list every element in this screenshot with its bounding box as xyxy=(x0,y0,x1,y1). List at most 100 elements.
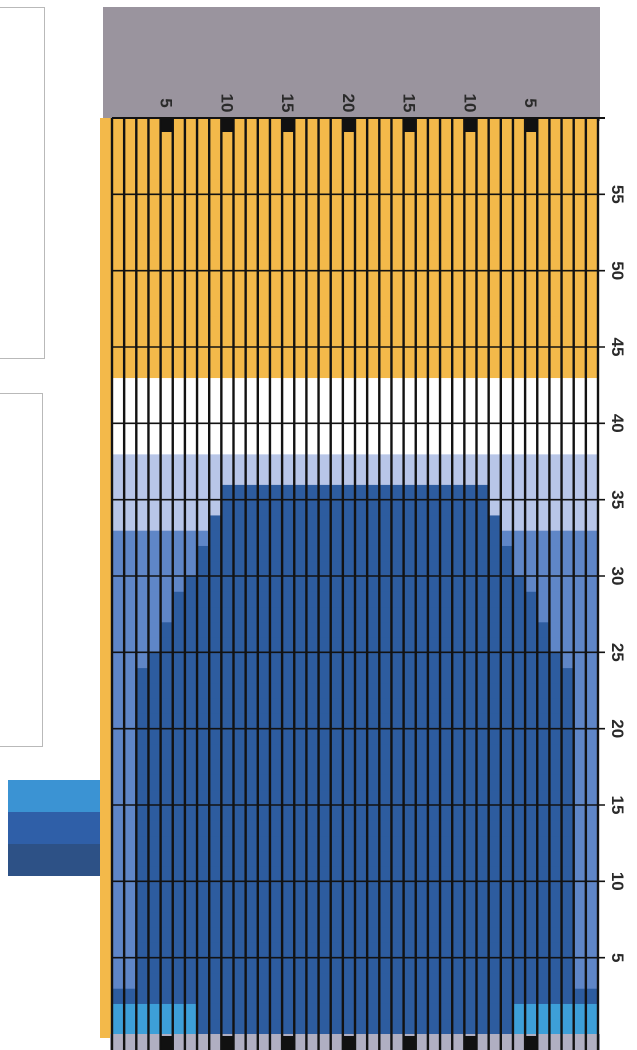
grid-cell xyxy=(160,881,174,898)
grid-cell xyxy=(184,957,198,974)
grid-cell xyxy=(306,820,320,837)
grid-cell xyxy=(306,606,320,623)
grid-cell xyxy=(427,499,441,516)
bottom-strip-divider xyxy=(122,1034,126,1050)
grid-cell xyxy=(585,545,599,562)
grid-cell xyxy=(379,514,392,531)
grid-cell xyxy=(464,301,477,317)
grid-cell xyxy=(269,988,283,1004)
grid-cell xyxy=(184,881,198,898)
grid-cell xyxy=(330,835,344,852)
grid-cell xyxy=(148,148,162,165)
grid-cell xyxy=(330,682,344,699)
bottom-strip-divider xyxy=(280,1034,284,1050)
grid-cell xyxy=(415,988,429,1004)
grid-cell xyxy=(294,988,307,1004)
grid-cell xyxy=(525,667,538,684)
grid-cell xyxy=(403,224,417,241)
grid-cell xyxy=(391,942,405,959)
grid-cell xyxy=(573,988,587,1004)
grid-cell xyxy=(427,972,441,989)
grid-cell xyxy=(573,331,587,348)
grid-cell xyxy=(233,240,247,256)
grid-cell xyxy=(136,1003,149,1020)
grid-cell xyxy=(585,637,599,653)
grid-cell xyxy=(197,453,210,470)
grid-cell xyxy=(342,606,356,623)
grid-cell xyxy=(306,545,320,562)
grid-cell xyxy=(282,209,295,226)
grid-cell xyxy=(403,774,417,791)
grid-cell xyxy=(330,805,344,821)
grid-cell xyxy=(294,652,307,669)
grid-cell xyxy=(367,224,380,241)
grid-cell xyxy=(440,331,453,348)
grid-cell xyxy=(367,972,380,989)
grid-cell xyxy=(415,118,429,134)
grid-cell xyxy=(561,743,575,760)
grid-cell xyxy=(148,850,162,867)
grid-cell xyxy=(245,621,259,638)
grid-cell xyxy=(585,316,599,333)
grid-cell xyxy=(525,560,538,577)
grid-cell xyxy=(136,285,149,302)
grid-cell xyxy=(245,759,259,775)
grid-cell xyxy=(233,576,247,592)
column-marker xyxy=(404,119,416,132)
grid-cell xyxy=(403,423,417,440)
x-tick-label: 20 xyxy=(339,94,358,113)
grid-cell xyxy=(294,835,307,852)
grid-cell xyxy=(172,698,186,714)
grid-cell xyxy=(415,133,429,150)
grid-cell xyxy=(561,988,575,1004)
grid-cell xyxy=(136,789,149,806)
grid-cell xyxy=(294,530,307,546)
grid-cell xyxy=(112,347,125,363)
grid-cell xyxy=(209,194,222,211)
grid-cell xyxy=(585,850,599,867)
grid-cell xyxy=(294,301,307,317)
grid-cell xyxy=(367,148,380,165)
grid-cell xyxy=(112,514,125,531)
grid-cell xyxy=(561,163,575,180)
bottom-strip-divider xyxy=(110,1034,114,1050)
grid-cell xyxy=(306,423,320,440)
grid-cell xyxy=(306,881,320,898)
grid-cell xyxy=(269,805,283,821)
grid-cell xyxy=(452,911,465,928)
grid-cell xyxy=(440,850,453,867)
grid-cell xyxy=(464,805,477,821)
grid-cell xyxy=(525,927,538,943)
grid-cell xyxy=(367,759,380,775)
grid-cell xyxy=(355,377,368,394)
grid-cell xyxy=(549,835,563,852)
grid-cell xyxy=(525,484,538,501)
grid-cell xyxy=(233,774,247,791)
grid-cell xyxy=(488,942,502,959)
grid-cell xyxy=(403,606,417,623)
grid-cell xyxy=(233,713,247,730)
grid-cell xyxy=(269,652,283,669)
grid-cell xyxy=(233,698,247,714)
grid-cell xyxy=(184,972,198,989)
grid-cell xyxy=(512,713,526,730)
grid-cell xyxy=(233,453,247,470)
grid-cell xyxy=(209,285,222,302)
grid-cell xyxy=(257,866,271,882)
grid-cell xyxy=(257,285,271,302)
grid-cell xyxy=(233,820,247,837)
grid-cell xyxy=(512,545,526,562)
grid-cell xyxy=(355,194,368,211)
grid-cell xyxy=(537,209,550,226)
grid-cell xyxy=(403,545,417,562)
grid-cell xyxy=(160,896,174,913)
grid-cell xyxy=(269,347,283,363)
grid-cell xyxy=(245,285,259,302)
grid-cell xyxy=(306,163,320,180)
grid-cell xyxy=(184,682,198,699)
grid-cell xyxy=(184,148,198,165)
grid-cell xyxy=(476,560,490,577)
grid-cell xyxy=(184,423,198,440)
grid-cell xyxy=(197,514,210,531)
grid-cell xyxy=(294,621,307,638)
